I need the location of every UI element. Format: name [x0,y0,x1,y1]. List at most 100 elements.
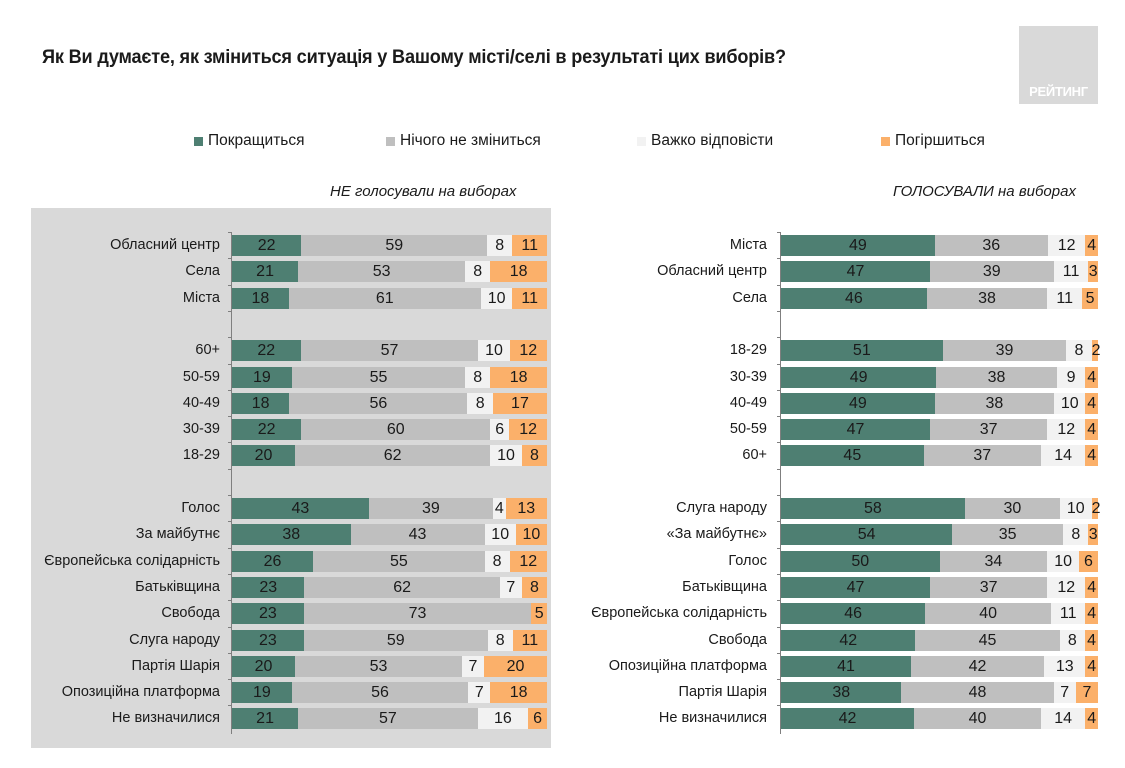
data-label: 10 [1054,552,1072,570]
data-label: 42 [839,631,858,649]
category-label: За майбутнє [135,526,220,543]
axis-tick [228,521,232,523]
bar-row: 41 42 13 4 [781,655,1098,677]
axis-tick [228,284,232,286]
data-label: 18 [509,368,528,386]
bar-segment-same: 55 [313,550,485,572]
data-label: 10 [1066,500,1085,517]
bar-segment-same: 53 [298,261,466,283]
bar-row: 49 38 10 4 [781,392,1098,414]
chart-title: Як Ви думаєте, як зміниться ситуація у В… [42,46,786,68]
bar-segment-worse: 4 [1085,655,1098,677]
bar-segment-same: 61 [288,287,481,309]
data-label: 42 [838,710,857,728]
data-label: 46 [844,605,863,623]
bar-row: 21 57 16 6 [232,708,547,730]
data-label: 6 [1084,552,1093,570]
category-label: 18-29 [729,342,767,359]
data-label: 45 [978,631,997,649]
data-label: 17 [511,394,529,412]
bar-row: 47 37 12 4 [781,576,1098,598]
left-panel-subtitle: НЕ голосували на виборах [330,183,517,200]
data-label: 8 [1067,631,1077,649]
bar-row: 49 36 12 4 [781,235,1098,256]
data-label: 10 [485,342,503,360]
bar-segment-worse: 17 [492,392,547,414]
data-label: 19 [253,368,271,386]
category-label: Села [732,289,767,306]
bar-segment-worse: 4 [1085,708,1098,730]
axis-tick [777,679,781,681]
data-label: 51 [852,342,871,360]
data-label: 20 [254,447,273,465]
category-label: 40-49 [729,394,767,411]
data-label: 46 [845,289,863,307]
axis-tick [228,626,232,628]
bar-segment-worse: 8 [521,576,547,598]
data-label: 37 [979,421,998,439]
data-label: 11 [521,289,538,307]
bar-segment-same: 37 [929,576,1048,598]
bar-segment-hard: 11 [1047,287,1083,309]
category-label: Опозиційна платформа [61,684,220,701]
bar-segment-same: 30 [964,498,1060,519]
axis-tick [777,337,781,339]
bar-segment-same: 35 [952,524,1064,546]
axis-tick [777,495,781,496]
bar-segment-hard: 10 [480,287,513,309]
category-label: Обласний центр [657,263,767,280]
bar-segment-better: 45 [781,445,924,467]
bar-segment-hard: 14 [1040,445,1086,467]
axis-tick [228,652,232,654]
data-label: 40 [968,710,987,728]
legend-item-worse: Погіршиться [881,132,985,150]
bar-segment-same: 56 [289,392,468,414]
axis-tick [228,232,232,233]
data-label: 8 [529,447,539,465]
legend-swatch-hard [637,136,646,146]
axis-tick [777,363,781,365]
data-label: 56 [369,394,388,412]
bar-segment-better: 41 [781,655,911,677]
data-label: 10 [497,447,515,465]
bar-row: 22 60 6 12 [232,419,547,441]
bar-segment-hard: 4 [492,498,506,519]
data-label: 9 [1066,368,1076,386]
data-label: 10 [487,289,506,307]
axis-tick [777,416,781,418]
data-label: 10 [1060,394,1079,412]
data-label: 47 [846,421,865,439]
bar-segment-hard: 10 [1047,550,1079,572]
bar-row: 54 35 8 3 [781,524,1098,546]
bar-segment-hard: 12 [1047,576,1086,598]
category-label: Села [185,263,220,280]
data-label: 8 [1071,526,1081,544]
category-label: Свобода [708,631,767,648]
bar-row: 20 53 7 20 [232,655,547,677]
bar-segment-hard: 12 [1047,235,1086,256]
bar-row: 45 37 14 4 [781,445,1098,467]
data-label: 4 [1087,368,1097,386]
bar-segment-worse: 6 [528,708,547,730]
data-label: 49 [848,237,867,254]
bar-segment-same: 59 [301,235,488,256]
bar-segment-worse: 4 [1085,603,1098,625]
category-label: 18-29 [182,447,220,464]
axis-tick [228,442,232,444]
data-label: 10 [522,526,541,544]
axis-tick [228,495,232,496]
bar-segment-hard: 7 [468,682,491,704]
bar-segment-worse: 4 [1085,445,1098,467]
data-label: 49 [848,394,867,412]
legend-swatch-better [194,136,203,146]
bar-segment-same: 53 [295,655,462,677]
bar-segment-same: 60 [301,419,491,441]
bar-segment-hard: 10 [490,445,522,467]
data-label: 11 [1062,263,1080,281]
axis-tick [228,310,232,312]
data-label: 16 [493,710,512,728]
bar-row: 51 39 8 2 [781,340,1101,362]
data-label: 38 [985,394,1004,412]
bar-row: 19 56 7 18 [232,682,547,704]
category-label: Партія Шарія [678,684,767,701]
